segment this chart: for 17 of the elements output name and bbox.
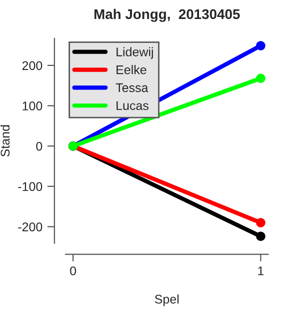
x-tick-label: 1: [258, 266, 264, 276]
y-tick-label: 200: [22, 61, 42, 70]
point: [256, 74, 266, 83]
y-tick-label: 0: [36, 142, 42, 151]
y-tick-label: 100: [22, 102, 42, 110]
legend-label: Tessa: [116, 83, 148, 92]
chart-title: Mah Jongg, 20130405: [94, 8, 240, 22]
y-tick-label: -100: [18, 182, 42, 192]
legend-label: Lucas: [116, 101, 148, 110]
legend-label: Eelke: [116, 65, 146, 74]
point: [256, 218, 266, 228]
y-axis-title: Stand: [0, 125, 10, 157]
x-axis-title: Spel: [154, 294, 179, 306]
y-tick-label: -200: [18, 222, 42, 232]
legend-label: Lidewij: [116, 47, 153, 59]
point: [256, 40, 266, 50]
point: [256, 232, 266, 242]
